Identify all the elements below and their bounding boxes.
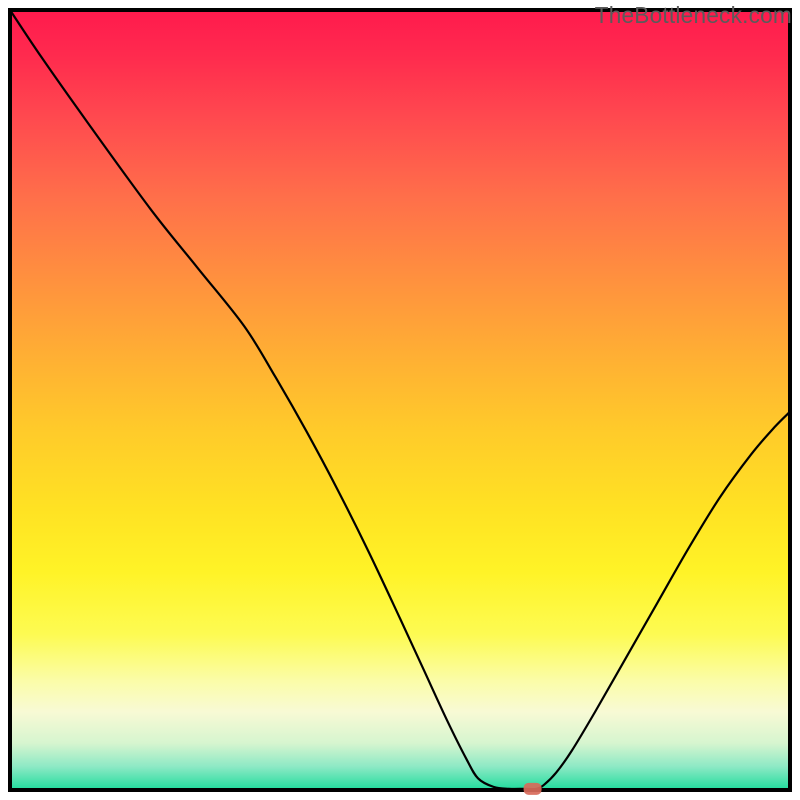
minimum-marker <box>524 783 542 795</box>
chart-container: TheBottleneck.com <box>0 0 800 800</box>
bottleneck-chart <box>0 0 800 800</box>
plot-background <box>10 10 790 790</box>
